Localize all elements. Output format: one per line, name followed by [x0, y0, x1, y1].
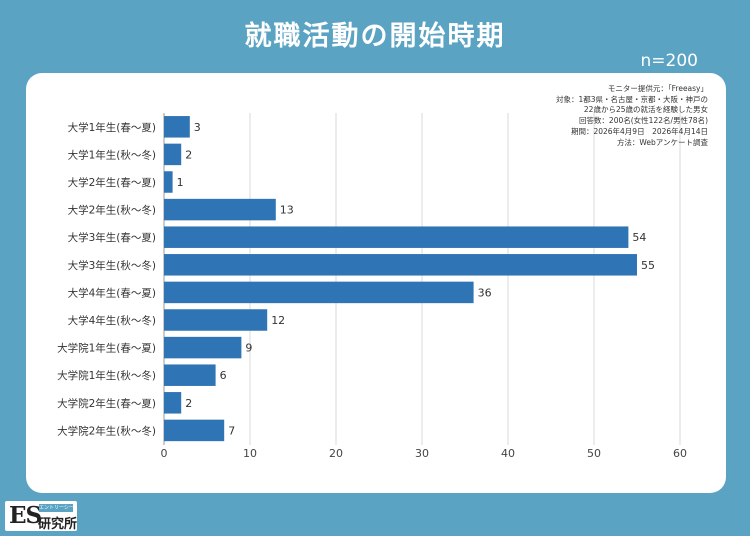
- logo-name: 研究所: [38, 517, 78, 532]
- x-tick-label: 50: [587, 447, 601, 460]
- category-label: 大学院2年生(春～夏): [57, 397, 156, 410]
- bar: [164, 143, 182, 166]
- value-label: 6: [220, 369, 227, 382]
- value-label: 54: [632, 231, 646, 244]
- bar: [164, 419, 225, 442]
- value-label: 13: [280, 204, 294, 217]
- bar: [164, 116, 190, 138]
- category-label: 大学3年生(秋～冬): [68, 259, 156, 272]
- category-label: 大学1年生(春～夏): [68, 121, 156, 134]
- source-line: 22歳から25歳の就活を経験した男女: [583, 105, 708, 115]
- category-label: 大学院1年生(秋～冬): [57, 369, 156, 382]
- category-label: 大学1年生(秋～冬): [68, 148, 156, 161]
- es-logo: ES エントリーシート 研究所: [5, 501, 78, 532]
- x-tick-label: 30: [415, 447, 429, 460]
- bar: [164, 171, 173, 193]
- source-line: 期間：2026年4月9日 2026年4月14日: [570, 126, 708, 136]
- bar: [164, 226, 629, 248]
- source-line: 方法：Webアンケート調査: [616, 137, 708, 147]
- value-label: 36: [478, 286, 492, 299]
- x-tick-label: 40: [501, 447, 515, 460]
- category-label: 大学2年生(秋～冬): [68, 204, 156, 217]
- category-label: 大学院1年生(春～夏): [57, 342, 156, 355]
- bar: [164, 336, 242, 359]
- x-tick-label: 60: [673, 447, 687, 460]
- value-label: 2: [185, 148, 192, 161]
- bar: [164, 392, 182, 414]
- logo-tagline: エントリーシート: [39, 504, 73, 512]
- source-line: 対象：1都3県・名古屋・京都・大阪・神戸の: [555, 94, 708, 104]
- x-tick-label: 10: [243, 447, 257, 460]
- bar: [164, 281, 474, 304]
- source-note: モニター提供元：「Freeasy」 対象：1都3県・名古屋・京都・大阪・神戸の …: [448, 84, 708, 148]
- category-label: 大学3年生(春～夏): [68, 231, 156, 244]
- value-label: 3: [194, 121, 201, 134]
- source-line: モニター提供元：「Freeasy」: [607, 84, 708, 93]
- logo-es-text: ES: [9, 502, 42, 529]
- category-label: 大学4年生(秋～冬): [68, 314, 156, 327]
- chart-title: 就職活動の開始時期: [244, 21, 506, 52]
- category-label: 大学4年生(春～夏): [68, 286, 156, 299]
- value-label: 55: [641, 259, 655, 272]
- value-label: 12: [271, 314, 285, 327]
- bar: [164, 254, 637, 276]
- source-line: 回答数：200名(女性122名/男性78名): [578, 116, 708, 126]
- bar: [164, 309, 268, 331]
- sample-size: n=200: [640, 51, 698, 71]
- value-label: 7: [228, 424, 235, 437]
- value-label: 2: [185, 397, 192, 410]
- value-label: 1: [177, 176, 184, 189]
- category-label: 大学院2年生(秋～冬): [57, 424, 156, 437]
- bar: [164, 364, 216, 386]
- x-tick-label: 20: [329, 447, 343, 460]
- x-tick-label: 0: [161, 447, 168, 460]
- category-label: 大学2年生(春～夏): [68, 176, 156, 189]
- value-label: 9: [245, 342, 252, 355]
- bar: [164, 198, 276, 221]
